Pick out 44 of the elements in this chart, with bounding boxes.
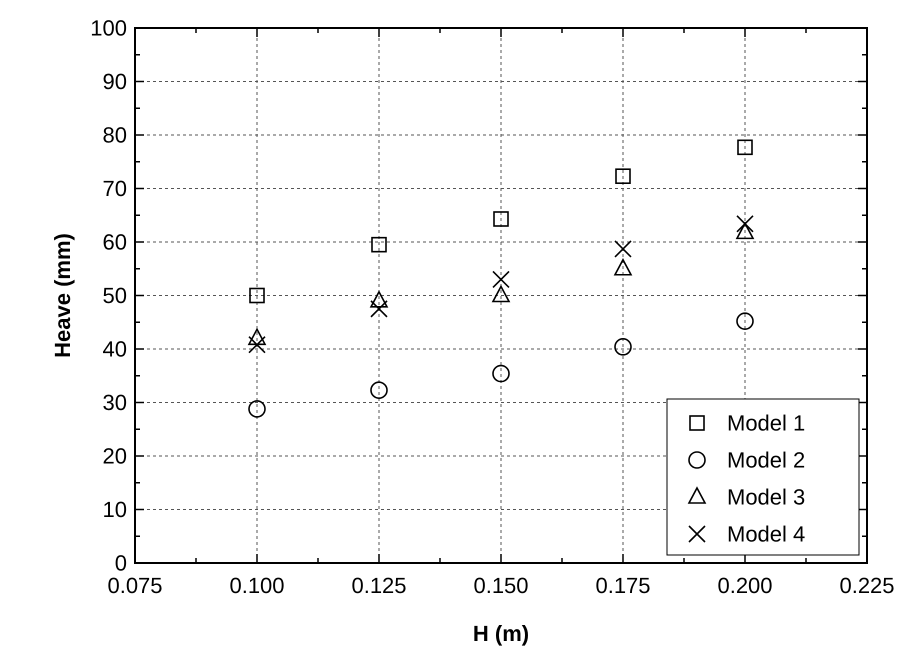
x-tick-label: 0.200	[717, 573, 773, 598]
point	[371, 236, 387, 252]
point	[737, 140, 753, 156]
x-tick-label: 0.150	[473, 573, 529, 598]
x-axis-title: H (m)	[472, 621, 530, 646]
point	[370, 381, 388, 399]
y-axis-title: Heave (mm)	[50, 233, 75, 358]
y-tick-label: 80	[102, 122, 127, 148]
y-tick-label: 60	[102, 230, 127, 255]
y-tick-label: 100	[90, 16, 127, 41]
y-tick-label: 10	[102, 497, 127, 522]
x-tick-label: 0.175	[595, 573, 651, 598]
x-tick-label: 0.225	[839, 573, 895, 598]
point	[248, 328, 266, 346]
y-tick-label: 70	[102, 176, 127, 202]
point	[492, 270, 510, 288]
point	[493, 211, 509, 227]
point	[492, 364, 510, 382]
point	[614, 258, 632, 276]
point	[492, 286, 510, 302]
point	[736, 222, 754, 240]
point	[370, 291, 388, 308]
y-tick-label: 90	[102, 69, 127, 94]
point	[370, 300, 388, 318]
legend-label: Model 3	[727, 484, 806, 510]
y-tick-label: 40	[102, 336, 127, 362]
legend-label: Model 1	[727, 410, 806, 436]
x-tick-label: 0.125	[351, 573, 407, 598]
legend-label: Model 2	[727, 448, 806, 473]
y-tick-label: 20	[102, 444, 127, 469]
point	[615, 168, 631, 184]
point	[614, 240, 632, 258]
point	[248, 336, 266, 354]
point	[248, 400, 266, 418]
y-tick-label: 50	[102, 283, 127, 308]
point	[249, 288, 265, 304]
y-tick-label: 30	[102, 390, 127, 416]
legend-label: Model 4	[727, 522, 806, 547]
y-tick-label: 0	[114, 550, 127, 576]
x-tick-label: 0.100	[229, 573, 285, 598]
point	[736, 215, 754, 233]
x-tick-label: 0.075	[107, 573, 163, 598]
point	[736, 312, 754, 330]
point	[614, 338, 632, 356]
